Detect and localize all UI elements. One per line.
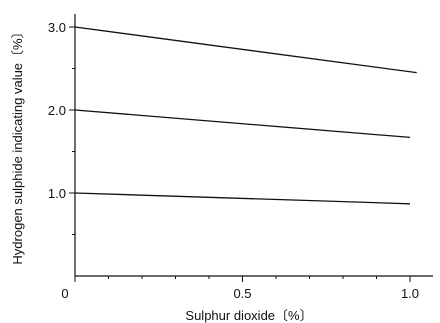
ticks [69,26,411,282]
x-tick-label: 1.0 [401,286,419,301]
series-line-1 [74,26,417,74]
axes [74,14,433,277]
series-line-2 [74,109,411,139]
y-axis-label: Hydrogen sulphide indicating value〔%〕 [10,25,25,264]
y-tick-label: 2.0 [48,103,66,118]
y-tick-label: 1.0 [48,186,66,201]
x-tick-label: 0 [61,286,68,301]
y-tick-label: 3.0 [48,20,66,35]
x-tick-label: 0.5 [233,286,251,301]
series [74,26,417,205]
series-line-3 [74,192,411,205]
x-axis-label: Sulphur dioxide〔%〕 [185,308,312,323]
tick-labels: 1.0 2.0 3.0 0 0.5 1.0 [48,20,419,301]
